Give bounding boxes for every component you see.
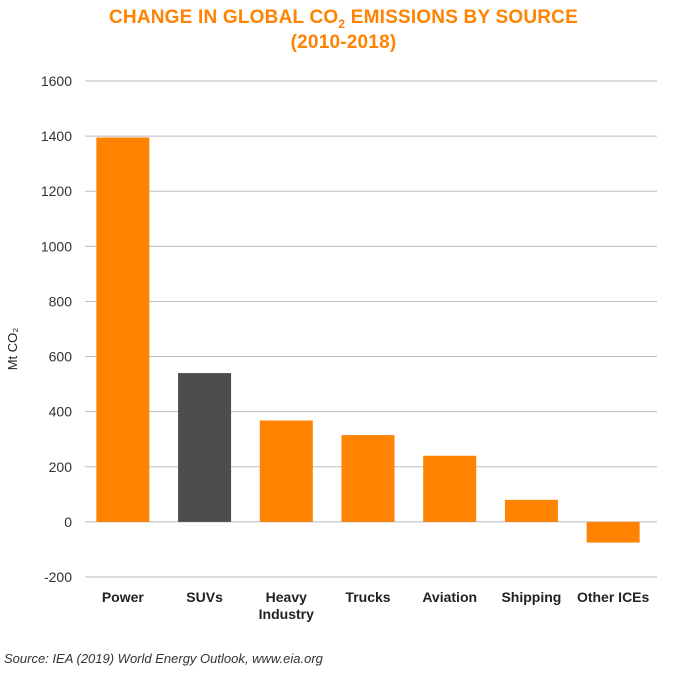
x-tick-label: SUVs	[186, 589, 223, 605]
title-text-before: CHANGE IN GLOBAL CO	[109, 7, 339, 28]
bar	[341, 435, 395, 522]
y-tick-label: 200	[49, 459, 73, 475]
y-tick-label: 600	[49, 349, 73, 365]
bar	[259, 420, 313, 522]
x-tick-label: Trucks	[345, 589, 390, 605]
title-subscript: 2	[338, 16, 346, 31]
y-tick-label: 800	[49, 293, 73, 309]
source-note: Source: IEA (2019) World Energy Outlook,…	[4, 651, 323, 666]
bar	[96, 137, 150, 522]
y-tick-label: -200	[44, 569, 72, 585]
y-tick-label: 400	[49, 404, 73, 420]
bar	[423, 455, 477, 522]
bar	[504, 499, 558, 522]
x-tick-label: Power	[102, 589, 145, 605]
bar	[178, 373, 232, 522]
title-text-after: EMISSIONS BY SOURCE	[345, 7, 578, 28]
y-tick-label: 1200	[41, 183, 72, 199]
y-axis-label: Mt CO₂	[5, 328, 20, 371]
chart-title-line2: (2010-2018)	[290, 32, 397, 53]
x-tick-label: Heavy	[266, 589, 307, 605]
x-tick-label: Aviation	[422, 589, 477, 605]
y-tick-label: 1600	[41, 73, 72, 89]
chart-title-line1: CHANGE IN GLOBAL CO2 EMISSIONS BY SOURCE	[0, 6, 687, 36]
x-tick-label: Industry	[259, 606, 314, 622]
y-tick-label: 0	[64, 514, 72, 530]
y-tick-label: 1400	[41, 128, 72, 144]
x-tick-label: Other ICEs	[577, 589, 650, 605]
bar	[586, 521, 640, 543]
y-tick-label: 1000	[41, 238, 72, 254]
x-tick-label: Shipping	[501, 589, 561, 605]
